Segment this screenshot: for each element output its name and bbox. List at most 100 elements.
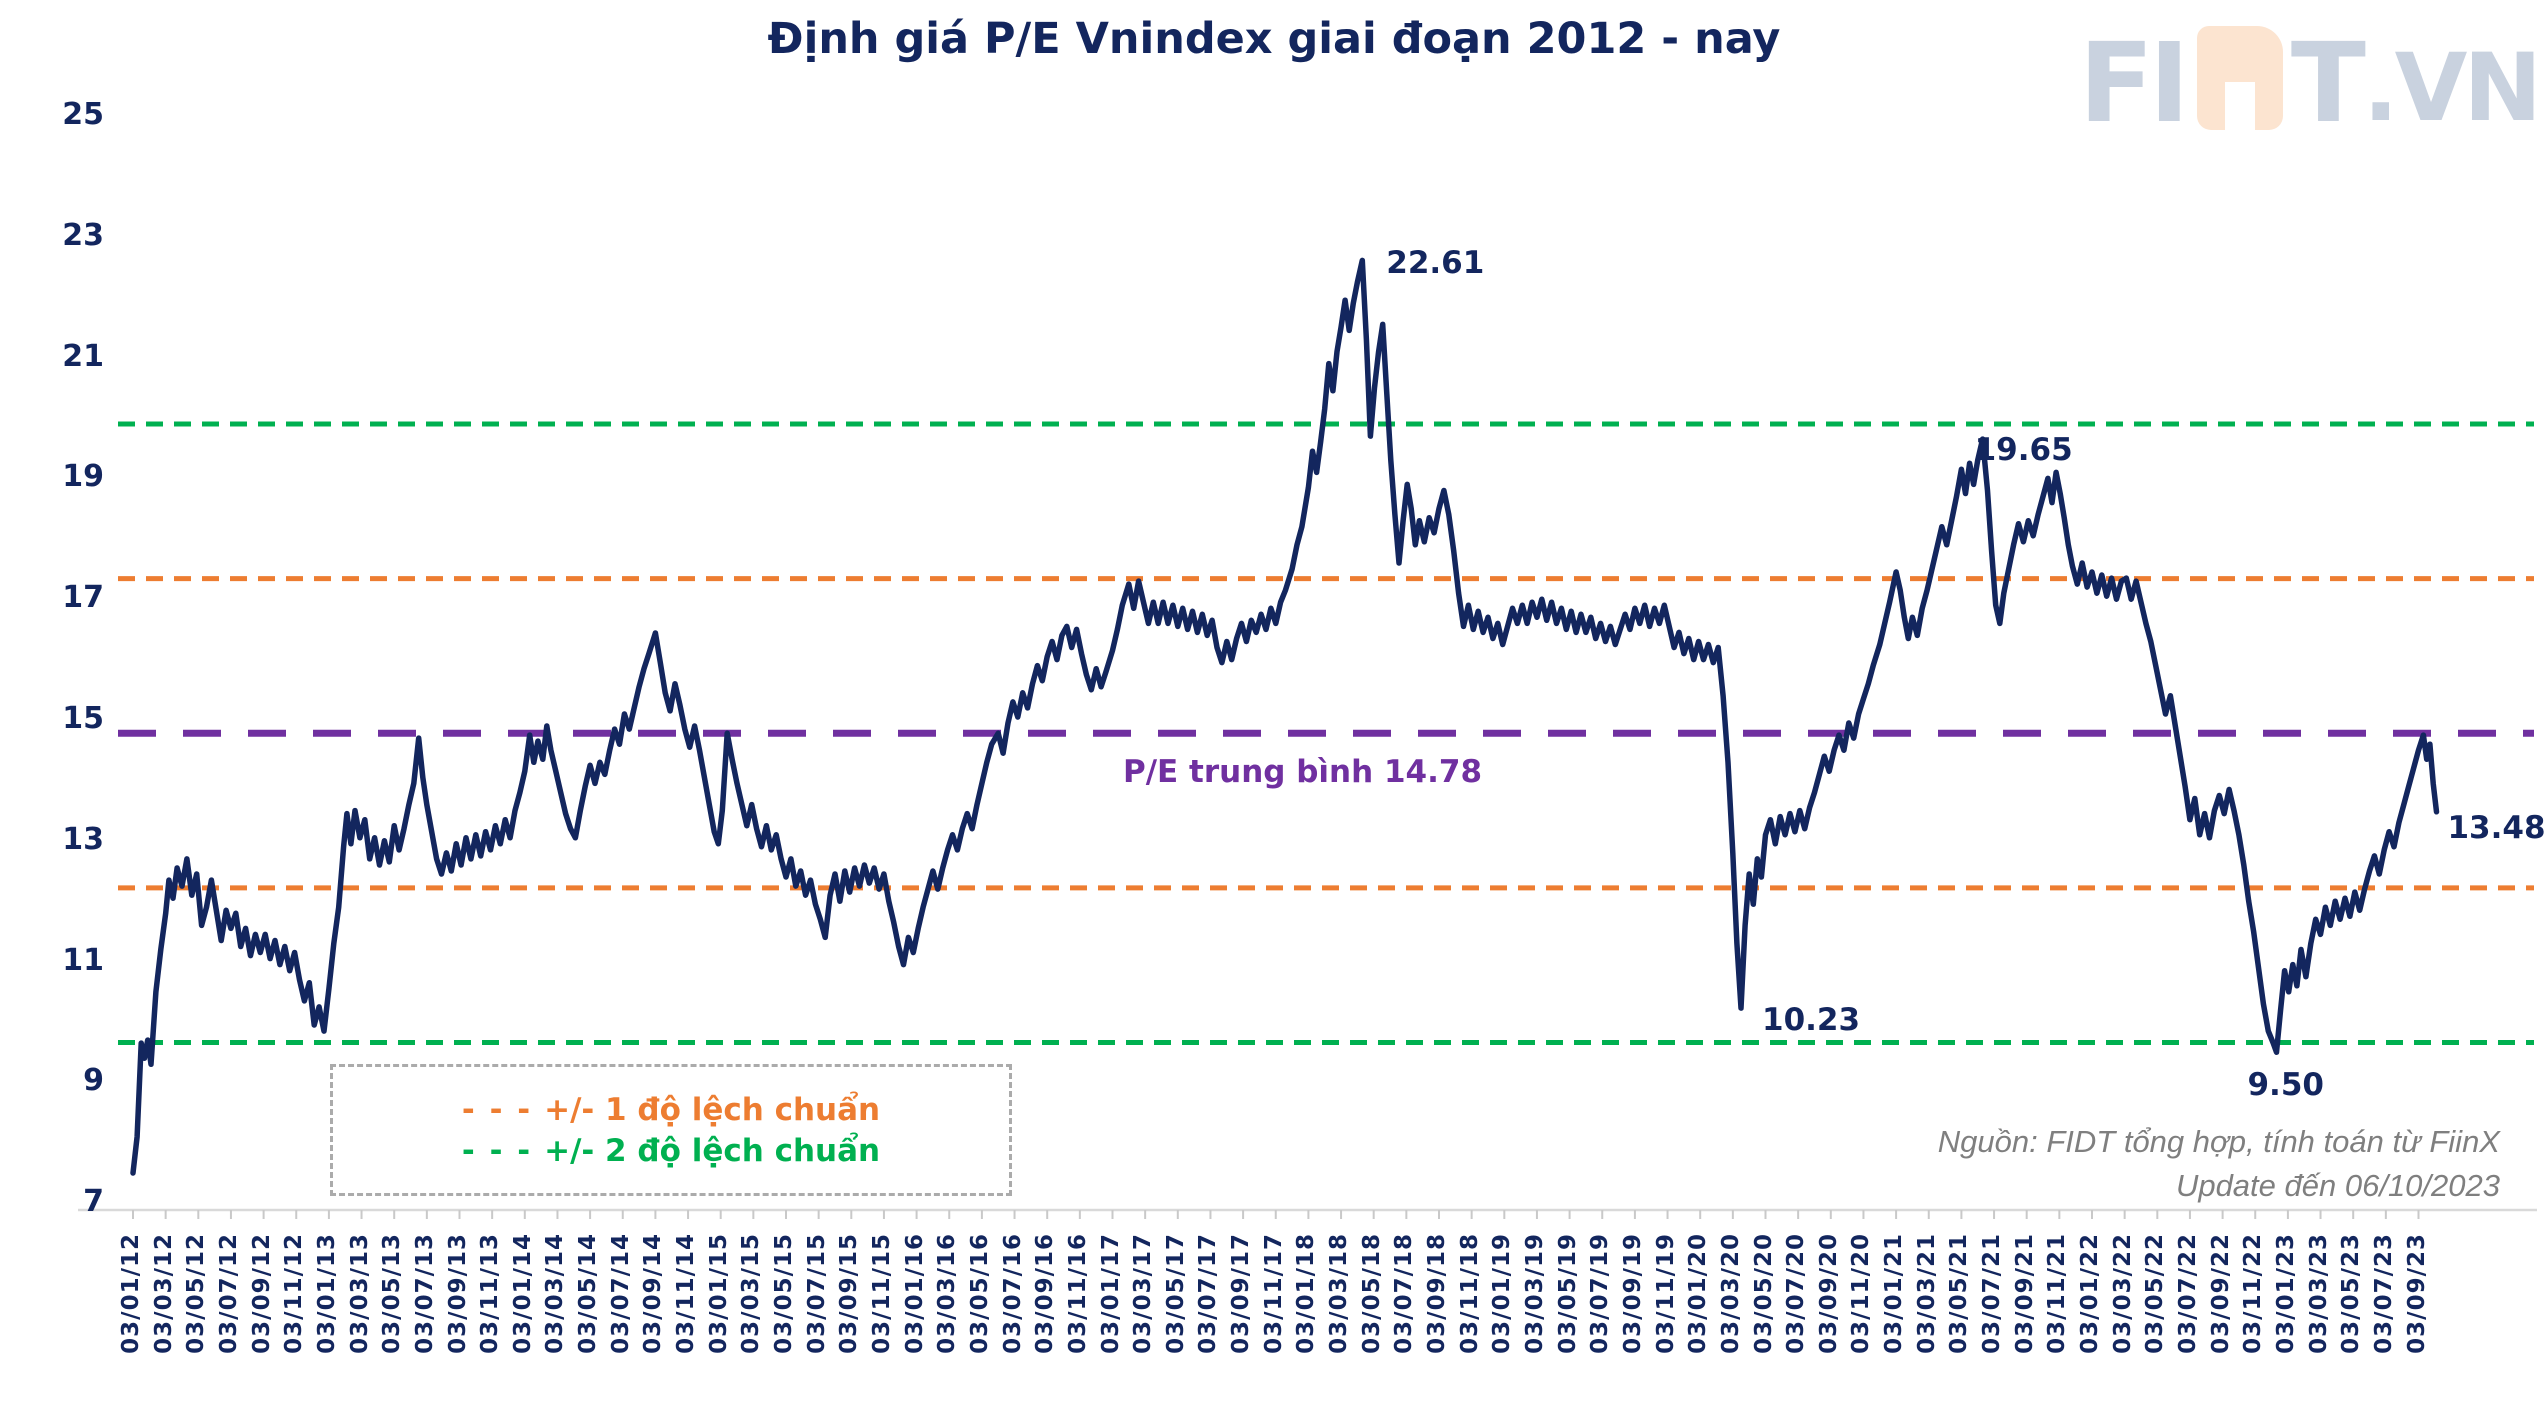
y-tick-label: 13 xyxy=(62,821,104,857)
x-tick-label: 03/07/15 xyxy=(803,1233,830,1354)
source-line-2: Update đến 06/10/2023 xyxy=(2175,1168,2500,1203)
x-tick-label: 03/11/20 xyxy=(1848,1233,1875,1354)
x-tick-label: 03/11/17 xyxy=(1260,1233,1287,1354)
x-tick-label: 03/07/19 xyxy=(1587,1233,1614,1354)
x-tick-label: 03/05/12 xyxy=(183,1233,210,1354)
y-tick-label: 19 xyxy=(62,459,104,495)
x-tick-label: 03/05/22 xyxy=(2142,1233,2169,1354)
x-tick-label: 03/03/22 xyxy=(2109,1233,2136,1354)
source-line-1: Nguồn: FIDT tổng hợp, tính toán từ FiinX xyxy=(1937,1124,2500,1159)
x-tick-label: 03/11/19 xyxy=(1652,1233,1679,1354)
x-tick-label: 03/05/21 xyxy=(1946,1233,1973,1354)
std-dev-legend-box: - - - +/- 1 độ lệch chuẩn - - - +/- 2 độ l… xyxy=(330,1064,1012,1196)
x-tick-label: 03/11/13 xyxy=(477,1233,504,1354)
x-tick-label: 03/01/19 xyxy=(1489,1233,1516,1354)
chart-title: Định giá P/E Vnindex giai đoạn 2012 - na… xyxy=(767,14,1781,64)
legend-item-2-label: +/- 2 độ lệch chuẩn xyxy=(544,1132,881,1169)
x-tick-label: 03/03/23 xyxy=(2305,1233,2332,1354)
annotation-9.50: 9.50 xyxy=(2247,1067,2324,1104)
x-tick-label: 03/01/12 xyxy=(118,1233,144,1354)
x-tick-label: 03/07/16 xyxy=(999,1233,1026,1354)
x-tick-label: 03/11/16 xyxy=(1064,1233,1091,1354)
x-tick-label: 03/09/22 xyxy=(2207,1233,2234,1354)
x-tick-label: 03/07/22 xyxy=(2174,1233,2201,1354)
y-tick-label: 17 xyxy=(62,580,104,616)
x-tick-label: 03/09/21 xyxy=(2011,1233,2038,1354)
legend-item-1-label: +/- 1 độ lệch chuẩn xyxy=(544,1091,881,1128)
x-tick-label: 03/03/16 xyxy=(934,1233,961,1354)
x-tick-label: 03/05/13 xyxy=(379,1233,406,1354)
x-tick-label: 03/01/16 xyxy=(901,1233,928,1354)
x-tick-label: 03/07/18 xyxy=(1391,1233,1418,1354)
x-tick-label: 03/11/18 xyxy=(1456,1233,1483,1354)
x-tick-label: 03/11/22 xyxy=(2240,1233,2267,1354)
x-tick-label: 03/07/21 xyxy=(1979,1233,2006,1354)
x-tick-label: 03/09/17 xyxy=(1228,1233,1255,1354)
x-tick-label: 03/09/13 xyxy=(444,1233,471,1354)
x-tick-label: 03/03/14 xyxy=(542,1233,569,1354)
x-tick-label: 03/11/14 xyxy=(673,1233,700,1354)
x-tick-label: 03/03/12 xyxy=(150,1233,177,1354)
series-line-P/E Vnindex xyxy=(130,257,2440,1176)
x-tick-label: 03/01/22 xyxy=(2077,1233,2103,1354)
y-tick-label: 9 xyxy=(83,1063,104,1099)
y-tick-label: 21 xyxy=(62,338,104,374)
x-tick-label: 03/01/14 xyxy=(509,1233,536,1354)
annotation-19.65: 19.65 xyxy=(1974,432,2073,469)
x-tick-label: 03/05/20 xyxy=(1750,1233,1777,1354)
x-tick-label: 03/01/23 xyxy=(2272,1233,2299,1354)
x-tick-label: 03/09/15 xyxy=(836,1233,863,1354)
green-dash-swatch: - - - xyxy=(461,1132,533,1169)
x-tick-label: 03/09/12 xyxy=(248,1233,275,1354)
x-tick-label: 03/01/20 xyxy=(1685,1233,1712,1354)
orange-dash-swatch: - - - xyxy=(461,1091,533,1128)
x-tick-label: 03/07/17 xyxy=(1195,1233,1222,1354)
annotation-22.61: 22.61 xyxy=(1386,245,1485,282)
annotation-10.23: 10.23 xyxy=(1762,1002,1861,1039)
x-tick-label: 03/05/14 xyxy=(575,1233,602,1354)
x-tick-label: 03/09/14 xyxy=(640,1233,667,1354)
x-tick-label: 03/07/23 xyxy=(2370,1233,2397,1354)
x-tick-label: 03/01/15 xyxy=(705,1233,732,1354)
x-tick-label: 03/01/13 xyxy=(313,1233,340,1354)
x-tick-label: 03/09/18 xyxy=(1424,1233,1450,1354)
x-tick-label: 03/09/20 xyxy=(1815,1233,1842,1354)
x-tick-label: 03/03/19 xyxy=(1521,1233,1548,1354)
x-tick-label: 03/11/12 xyxy=(281,1233,308,1354)
x-tick-label: 03/01/21 xyxy=(1881,1233,1908,1354)
x-tick-label: 03/11/21 xyxy=(2044,1233,2071,1354)
x-tick-label: 03/05/17 xyxy=(1162,1233,1189,1354)
mean-line-label: P/E trung bình 14.78 xyxy=(1123,754,1483,790)
x-tick-label: 03/07/14 xyxy=(607,1233,634,1354)
y-tick-label: 7 xyxy=(83,1184,104,1220)
fidt-logo: FI T .VN xyxy=(2078,19,2542,148)
x-tick-label: 03/01/18 xyxy=(1293,1233,1320,1354)
x-tick-label: 03/05/16 xyxy=(966,1233,993,1354)
legend-item-1-std: - - - +/- 1 độ lệch chuẩn xyxy=(462,1092,880,1128)
x-tick-label: 03/03/13 xyxy=(346,1233,373,1354)
y-tick-label: 11 xyxy=(62,942,104,978)
logo-letters-fi: FI xyxy=(2078,19,2190,148)
x-tick-label: 03/03/21 xyxy=(1913,1233,1940,1354)
x-tick-label: 03/03/15 xyxy=(738,1233,765,1354)
logo-letter-d-block xyxy=(2196,26,2283,130)
x-tick-label: 03/09/23 xyxy=(2403,1233,2430,1354)
x-tick-label: 03/05/18 xyxy=(1358,1233,1385,1354)
legend-item-2-std: - - - +/- 2 độ lệch chuẩn xyxy=(462,1133,880,1169)
x-tick-label: 03/07/12 xyxy=(215,1233,242,1354)
y-tick-label: 25 xyxy=(62,97,104,132)
logo-letter-t: T xyxy=(2290,19,2366,148)
x-tick-label: 03/01/17 xyxy=(1097,1233,1124,1354)
x-tick-label: 03/09/16 xyxy=(1032,1233,1059,1354)
annotation-13.48: 13.48 xyxy=(2447,809,2546,846)
y-tick-label: 23 xyxy=(62,217,104,253)
x-tick-label: 03/05/19 xyxy=(1554,1233,1581,1354)
x-tick-label: 03/03/18 xyxy=(1326,1233,1353,1354)
x-tick-label: 03/03/20 xyxy=(1717,1233,1744,1354)
x-tick-label: 03/05/23 xyxy=(2338,1233,2365,1354)
logo-suffix-vn: .VN xyxy=(2362,33,2542,143)
x-tick-label: 03/05/15 xyxy=(771,1233,797,1354)
y-tick-label: 15 xyxy=(62,701,104,736)
